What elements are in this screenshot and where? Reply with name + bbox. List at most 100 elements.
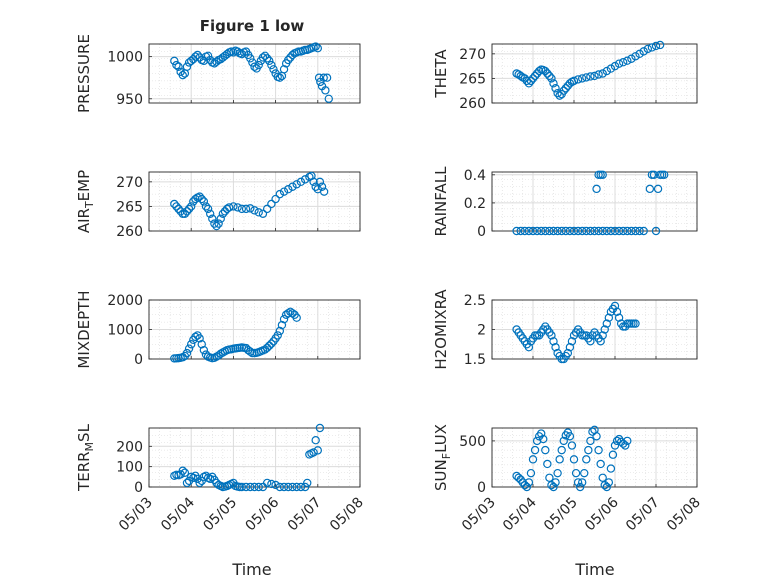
data-point (612, 307, 622, 316)
data-point (553, 226, 562, 236)
data-point (176, 207, 185, 216)
data-point (216, 214, 225, 223)
data-point (254, 482, 263, 492)
data-point (567, 441, 577, 450)
x-tick-label: 05/08 (664, 495, 704, 535)
data-point (565, 79, 575, 88)
data-point (182, 478, 192, 488)
data-point (279, 65, 289, 74)
data-point (246, 204, 255, 213)
data-point (553, 468, 562, 478)
data-point (237, 49, 247, 59)
data-point (319, 187, 329, 196)
data-point (598, 170, 607, 180)
data-point (191, 52, 200, 61)
data-point (559, 86, 568, 95)
data-point (254, 208, 263, 217)
y-tick-label: 2.5 (464, 293, 486, 309)
data-point (321, 86, 330, 95)
data-point (586, 226, 595, 236)
data-point (614, 313, 624, 322)
data-point (627, 54, 636, 63)
data-point (522, 482, 532, 492)
data-point (311, 42, 320, 51)
data-point (317, 182, 327, 191)
data-point (246, 347, 255, 356)
data-point (262, 54, 272, 63)
y-tick-label: 0 (134, 352, 143, 368)
data-point (303, 478, 312, 488)
data-point (174, 62, 183, 71)
data-point (598, 226, 607, 236)
data-point (313, 446, 322, 455)
data-point (561, 226, 571, 236)
y-tick-label: 2000 (107, 293, 143, 309)
data-point (565, 226, 575, 236)
x-axis-label-left: Time (231, 560, 271, 579)
y-tick-label: 200 (116, 439, 143, 455)
data-point (199, 197, 209, 206)
data-point (573, 75, 583, 84)
y-axis-label: MIXDEPTH (75, 290, 93, 368)
y-tick-label: 2 (477, 323, 486, 339)
x-tick-label: 05/03 (116, 495, 156, 535)
data-point (186, 202, 196, 211)
data-point (180, 209, 190, 218)
data-point (549, 226, 558, 236)
data-point (627, 226, 636, 236)
data-point (596, 459, 605, 469)
data-point (229, 202, 238, 211)
y-tick-label: 0 (477, 224, 486, 240)
data-point (265, 341, 274, 350)
data-point (512, 226, 521, 236)
axes-frame (148, 43, 361, 104)
data-point (565, 343, 575, 352)
data-point (596, 337, 605, 346)
data-point (178, 70, 187, 80)
x-tick-label: 05/06 (582, 494, 622, 534)
data-point (631, 226, 640, 236)
data-point (528, 455, 538, 464)
data-point (309, 177, 318, 187)
data-point (526, 468, 536, 478)
data-point (639, 47, 648, 56)
data-point (279, 187, 289, 196)
data-point (569, 226, 579, 236)
data-point (573, 226, 583, 236)
data-point (262, 204, 272, 214)
data-point (549, 482, 558, 492)
data-point (631, 319, 640, 328)
data-point (594, 70, 603, 79)
data-point (526, 76, 536, 86)
x-tick-label: 05/04 (500, 494, 540, 534)
data-point (524, 478, 534, 487)
data-point (292, 180, 301, 189)
data-point (582, 226, 591, 236)
data-point (208, 214, 217, 223)
data-point (300, 482, 310, 492)
data-point (555, 91, 564, 100)
data-point (623, 56, 632, 65)
data-point (647, 43, 657, 52)
axes-frame (148, 171, 361, 232)
data-point (277, 320, 287, 330)
data-point (311, 182, 320, 191)
data-point (524, 343, 534, 352)
data-point (267, 479, 276, 489)
data-point (610, 61, 620, 71)
y-tick-label: 0 (134, 480, 143, 496)
data-point (292, 313, 301, 322)
data-point (621, 441, 630, 450)
y-tick-label: 265 (116, 199, 143, 215)
data-point (602, 319, 612, 328)
x-axis-label-right: Time (574, 560, 614, 579)
data-point (528, 226, 538, 236)
subplot-2: 260 265 270 THETA (432, 40, 698, 112)
data-point (288, 309, 297, 318)
data-point (551, 478, 560, 487)
data-point (543, 459, 552, 469)
data-point (271, 194, 280, 204)
data-point (292, 482, 301, 492)
data-point (578, 226, 587, 236)
data-point (514, 473, 523, 482)
